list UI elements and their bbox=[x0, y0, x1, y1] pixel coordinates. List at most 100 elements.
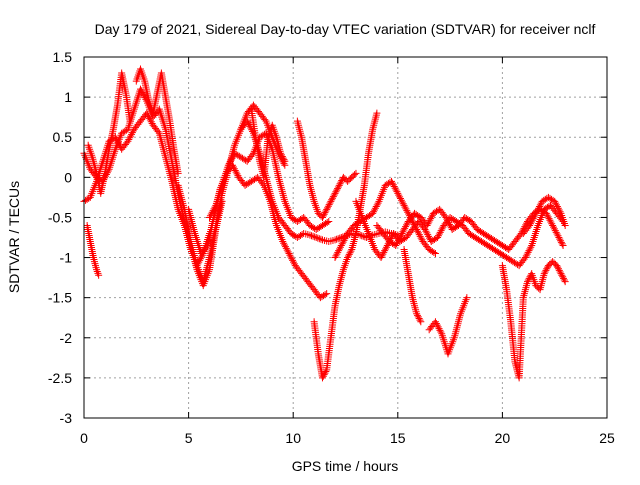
data-point-marker bbox=[136, 85, 144, 93]
data-point-marker bbox=[396, 193, 404, 201]
data-point-marker bbox=[373, 201, 381, 209]
x-tick-label: 25 bbox=[599, 430, 615, 446]
data-point-marker bbox=[561, 278, 569, 286]
data-point-marker bbox=[394, 236, 402, 244]
y-tick-label: 1.5 bbox=[53, 49, 73, 65]
data-point-marker bbox=[398, 198, 406, 206]
data-point-marker bbox=[423, 221, 431, 229]
data-point-marker bbox=[395, 191, 403, 199]
data-point-marker bbox=[554, 263, 562, 271]
data-point-marker bbox=[560, 276, 568, 284]
data-point-marker bbox=[370, 208, 378, 216]
data-point-marker bbox=[442, 213, 450, 221]
data-point-marker bbox=[331, 254, 339, 262]
data-point-marker bbox=[435, 325, 443, 333]
data-point-marker bbox=[535, 204, 543, 212]
data-point-marker bbox=[197, 255, 205, 263]
data-point-marker bbox=[211, 203, 219, 211]
data-point-marker bbox=[550, 225, 558, 233]
data-point-marker bbox=[444, 217, 452, 225]
data-point-marker bbox=[321, 369, 329, 377]
data-point-marker bbox=[396, 233, 404, 241]
x-tick-label: 10 bbox=[285, 430, 301, 446]
data-point-marker bbox=[400, 201, 408, 209]
data-point-marker bbox=[344, 254, 352, 262]
data-point-marker bbox=[527, 243, 535, 251]
data-markers bbox=[80, 65, 569, 382]
data-point-marker bbox=[434, 232, 442, 240]
data-point-marker bbox=[286, 251, 294, 259]
y-tick-label: 0 bbox=[64, 169, 72, 185]
plot-frame bbox=[83, 56, 608, 419]
data-point-marker bbox=[336, 180, 344, 188]
data-point-marker bbox=[436, 326, 444, 334]
data-point-marker bbox=[372, 203, 380, 211]
data-point-marker bbox=[446, 220, 454, 228]
axis-ticks: 0 5 10 15 20 25 -3 -2.5 -2 -1.5 -1 -0.5 0 0.5 1 1.5 bbox=[48, 49, 615, 446]
data-point-marker bbox=[526, 245, 534, 253]
data-point-marker bbox=[324, 204, 332, 212]
data-point-marker bbox=[525, 247, 533, 255]
data-point-marker bbox=[431, 318, 439, 326]
data-point-marker bbox=[94, 269, 102, 277]
data-point-marker bbox=[549, 221, 557, 229]
data-point-marker bbox=[128, 129, 136, 137]
data-point-marker bbox=[438, 225, 446, 233]
data-point-marker bbox=[403, 207, 411, 215]
series-arc-17 bbox=[400, 246, 425, 326]
data-point-marker bbox=[334, 185, 342, 193]
data-point-marker bbox=[328, 196, 336, 204]
y-tick-label: 1 bbox=[64, 89, 72, 105]
data-point-marker bbox=[124, 137, 132, 145]
data-point-marker bbox=[333, 186, 341, 194]
data-point-marker bbox=[543, 211, 551, 219]
data-point-marker bbox=[227, 156, 235, 164]
data-point-marker bbox=[379, 250, 387, 258]
data-point-marker bbox=[329, 193, 337, 201]
data-point-marker bbox=[277, 149, 285, 157]
data-point-marker bbox=[174, 169, 182, 177]
data-point-marker bbox=[128, 130, 136, 138]
data-point-marker bbox=[279, 154, 287, 162]
data-point-marker bbox=[555, 266, 563, 274]
series-arc-19 bbox=[519, 193, 569, 237]
data-point-marker bbox=[522, 252, 530, 260]
data-point-marker bbox=[381, 247, 389, 255]
data-point-marker bbox=[338, 240, 346, 248]
data-point-marker bbox=[333, 250, 341, 258]
data-point-marker bbox=[392, 242, 400, 250]
data-point-marker bbox=[326, 199, 334, 207]
data-point-marker bbox=[340, 236, 348, 244]
data-point-marker bbox=[318, 374, 326, 382]
data-point-marker bbox=[529, 215, 537, 223]
data-point-marker bbox=[145, 113, 153, 121]
data-point-marker bbox=[554, 232, 562, 240]
data-point-marker bbox=[430, 249, 438, 257]
data-point-marker bbox=[392, 186, 400, 194]
data-point-marker bbox=[388, 179, 396, 187]
data-point-marker bbox=[243, 117, 251, 125]
data-point-marker bbox=[319, 212, 327, 220]
data-point-marker bbox=[289, 256, 297, 264]
data-point-marker bbox=[394, 189, 402, 197]
data-point-marker bbox=[396, 195, 404, 203]
data-point-marker bbox=[404, 208, 412, 216]
data-point-marker bbox=[196, 256, 204, 264]
data-point-marker bbox=[555, 206, 563, 214]
data-point-marker bbox=[399, 228, 407, 236]
data-point-marker bbox=[558, 271, 566, 279]
data-point-marker bbox=[139, 90, 147, 98]
data-point-marker bbox=[524, 248, 532, 256]
data-point-marker bbox=[373, 109, 381, 117]
data-point-marker bbox=[231, 166, 239, 174]
data-point-marker bbox=[315, 235, 323, 243]
data-point-marker bbox=[415, 231, 423, 239]
data-point-marker bbox=[330, 191, 338, 199]
data-point-marker bbox=[325, 217, 333, 225]
data-point-marker bbox=[402, 221, 410, 229]
data-point-marker bbox=[208, 208, 216, 216]
data-point-marker bbox=[233, 170, 241, 178]
data-point-marker bbox=[397, 196, 405, 204]
data-point-marker bbox=[561, 221, 569, 229]
data-point-marker bbox=[427, 215, 435, 223]
